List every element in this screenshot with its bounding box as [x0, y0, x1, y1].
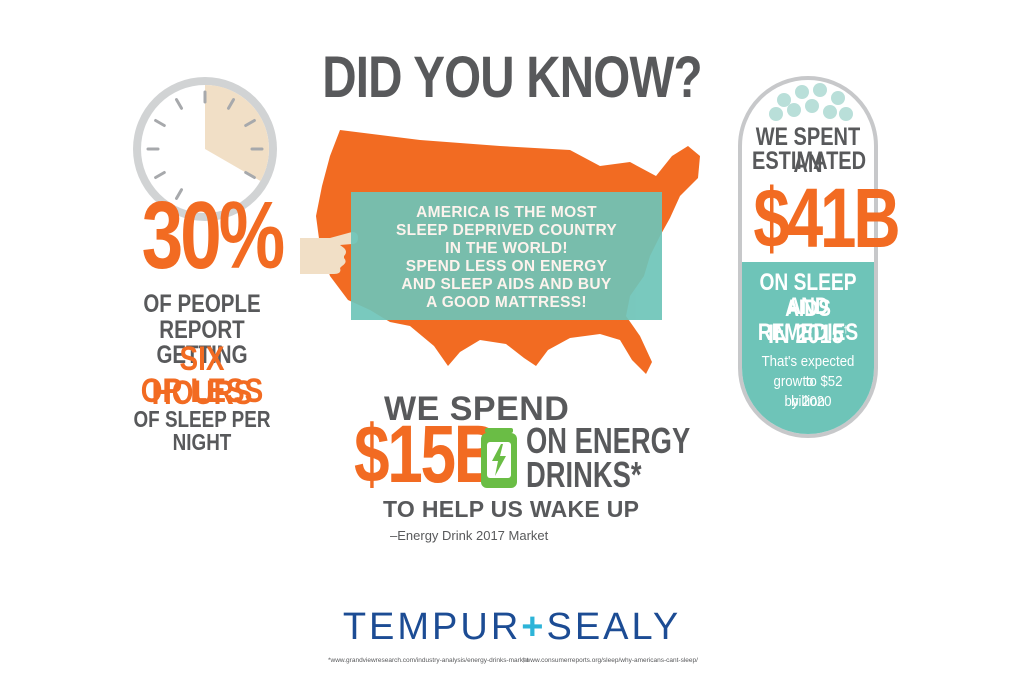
stat-30-percent: 30%	[141, 182, 286, 289]
pill-line5: IN 2015†	[752, 318, 864, 349]
map-box-line2: SLEEP DEPRIVED COUNTRY	[395, 222, 618, 239]
map-message-box: AMERICA IS THE MOST SLEEP DEPRIVED COUNT…	[351, 192, 662, 320]
left-highlight1: SIX HOURS	[151, 340, 253, 412]
pill-line1: WE SPENT AN	[755, 123, 861, 178]
left-line3: OF SLEEP PER NIGHT	[133, 406, 271, 455]
energy-can-icon	[481, 428, 517, 488]
left-line2: REPORT GETTING	[156, 316, 248, 369]
energy-line2: DRINKS*	[526, 454, 642, 495]
page-title: DID YOU KNOW?	[322, 45, 702, 110]
energy-drinks-label: ON ENERGY DRINKS*	[526, 420, 691, 495]
pill-small1: That's expected to	[761, 353, 855, 390]
pill-line2: ESTIMATED	[752, 147, 867, 175]
stat-15b: $15B	[354, 409, 500, 500]
clock-icon	[133, 77, 277, 221]
left-line1: OF PEOPLE	[143, 290, 261, 318]
energy-source: –Energy Drink 2017 Market	[390, 528, 549, 543]
map-box-line3: IN THE WORLD!	[445, 240, 568, 257]
tempur-sealy-logo: TEMPUR+SEALY	[0, 606, 1024, 649]
pill-line4: AND REMEDIES	[757, 293, 859, 346]
pill-dagger: †	[843, 325, 849, 336]
footnote-sleep: †www.consumerreports.org/sleep/why-ameri…	[522, 657, 698, 664]
pill-line3: ON SLEEP AIDS	[759, 269, 857, 322]
we-spend-heading: WE SPEND	[384, 390, 570, 428]
logo-left: TEMPUR	[342, 606, 522, 648]
footnote-energy: *www.grandviewresearch.com/industry-anal…	[328, 657, 529, 664]
map-box-line4: SPEND LESS ON ENERGY	[405, 258, 608, 275]
pill-capsule-icon	[738, 76, 878, 438]
logo-plus-icon: +	[521, 606, 547, 648]
pill-year: IN 2015	[767, 319, 844, 349]
energy-line1: ON ENERGY	[526, 420, 691, 461]
map-box-line5: AND SLEEP AIDS AND BUY	[401, 276, 612, 293]
stat-41b: $41B	[753, 171, 900, 265]
pill-small2: grow to $52 billion	[773, 373, 843, 410]
wake-up-text: TO HELP US WAKE UP	[383, 496, 640, 522]
map-box-line1: AMERICA IS THE MOST	[416, 204, 597, 221]
pointing-hand-icon	[300, 232, 358, 274]
map-box-line6: A GOOD MATTRESS!	[426, 294, 587, 311]
pill-small3: by 2020	[784, 393, 832, 410]
left-highlight2: OR LESS	[140, 372, 264, 410]
logo-right: SEALY	[546, 606, 682, 648]
